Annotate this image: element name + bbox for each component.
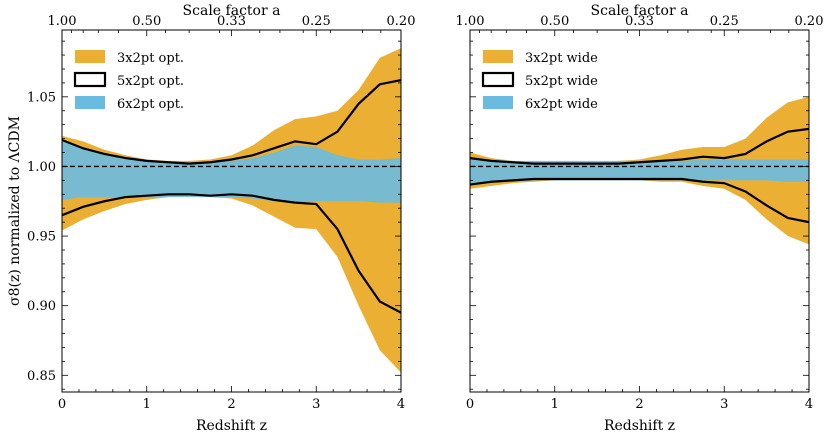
legend: 3x2pt opt. 5x2pt opt. 6x2pt opt.	[73, 50, 184, 112]
band-6x2pt-opt-	[62, 141, 401, 203]
legend-label: 6x2pt wide	[525, 97, 598, 112]
x-tick-label: 0	[58, 397, 66, 412]
top-tick-label: 1.00	[456, 14, 485, 29]
x-tick-label: 3	[312, 397, 320, 412]
x-tick-label: 1	[143, 397, 151, 412]
legend-swatch	[75, 50, 105, 63]
x-tick-label: 4	[397, 397, 405, 412]
legend-label: 6x2pt opt.	[117, 97, 184, 112]
top-tick-label: 0.25	[302, 14, 331, 29]
legend-swatch	[483, 50, 513, 63]
legend-label: 5x2pt opt.	[117, 74, 184, 89]
line-lower-5x2pt-opt-	[62, 193, 401, 314]
y-tick-label: 0.95	[27, 230, 56, 245]
x-tick-label: 3	[720, 397, 728, 412]
y-tick-label: 1.05	[27, 90, 56, 105]
legend-label: 3x2pt opt.	[117, 51, 184, 66]
top-tick-label: 0.50	[540, 14, 569, 29]
legend-label: 3x2pt wide	[525, 51, 598, 66]
plot-area	[62, 48, 401, 373]
top-tick-label: 0.25	[710, 14, 739, 29]
panel-left: 0 1 2 3 4 1.00 0.50 0.33 0.25 0.20 0.85 0.90 0.95 1.0…	[7, 3, 415, 434]
x-tick-label: 0	[466, 397, 474, 412]
line-upper-5x2pt-wide	[470, 127, 809, 165]
top-tick-label: 0.20	[795, 14, 824, 29]
y-tick-label: 1.00	[27, 160, 56, 175]
top-tick-label: 0.33	[625, 14, 654, 29]
y-tick-label: 0.90	[27, 299, 56, 314]
top-tick-label: 0.20	[387, 14, 416, 29]
x-tick-label: 1	[551, 397, 559, 412]
line-upper-5x2pt-opt-	[62, 79, 401, 165]
band-3x2pt-opt-	[62, 48, 401, 373]
y-axis-title: σ8(z) normalized to ΛCDM	[7, 116, 23, 306]
panel-right: 0 1 2 3 4 1.00 0.50 0.33 0.25 0.20 Redshift z Scale…	[456, 3, 824, 434]
legend-swatch-outline	[73, 71, 107, 88]
x-axis-title: Redshift z	[604, 418, 675, 434]
top-tick-label: 1.00	[48, 14, 77, 29]
legend-label: 5x2pt wide	[525, 74, 598, 89]
x-tick-label: 2	[227, 397, 235, 412]
top-tick-label: 0.33	[217, 14, 246, 29]
top-axis-title: Scale factor a	[591, 3, 689, 19]
legend: 3x2pt wide 5x2pt wide 6x2pt wide	[481, 50, 598, 112]
plot-area	[470, 96, 809, 245]
line-lower-5x2pt-wide	[470, 177, 809, 224]
x-tick-label: 2	[635, 397, 643, 412]
x-tick-label: 4	[805, 397, 813, 412]
legend-swatch	[483, 96, 513, 109]
legend-swatch-outline	[481, 71, 515, 88]
top-tick-label: 0.50	[132, 14, 161, 29]
x-axis-title: Redshift z	[196, 418, 267, 434]
top-axis-title: Scale factor a	[183, 3, 281, 19]
legend-swatch	[75, 96, 105, 109]
y-tick-label: 0.85	[27, 369, 56, 384]
